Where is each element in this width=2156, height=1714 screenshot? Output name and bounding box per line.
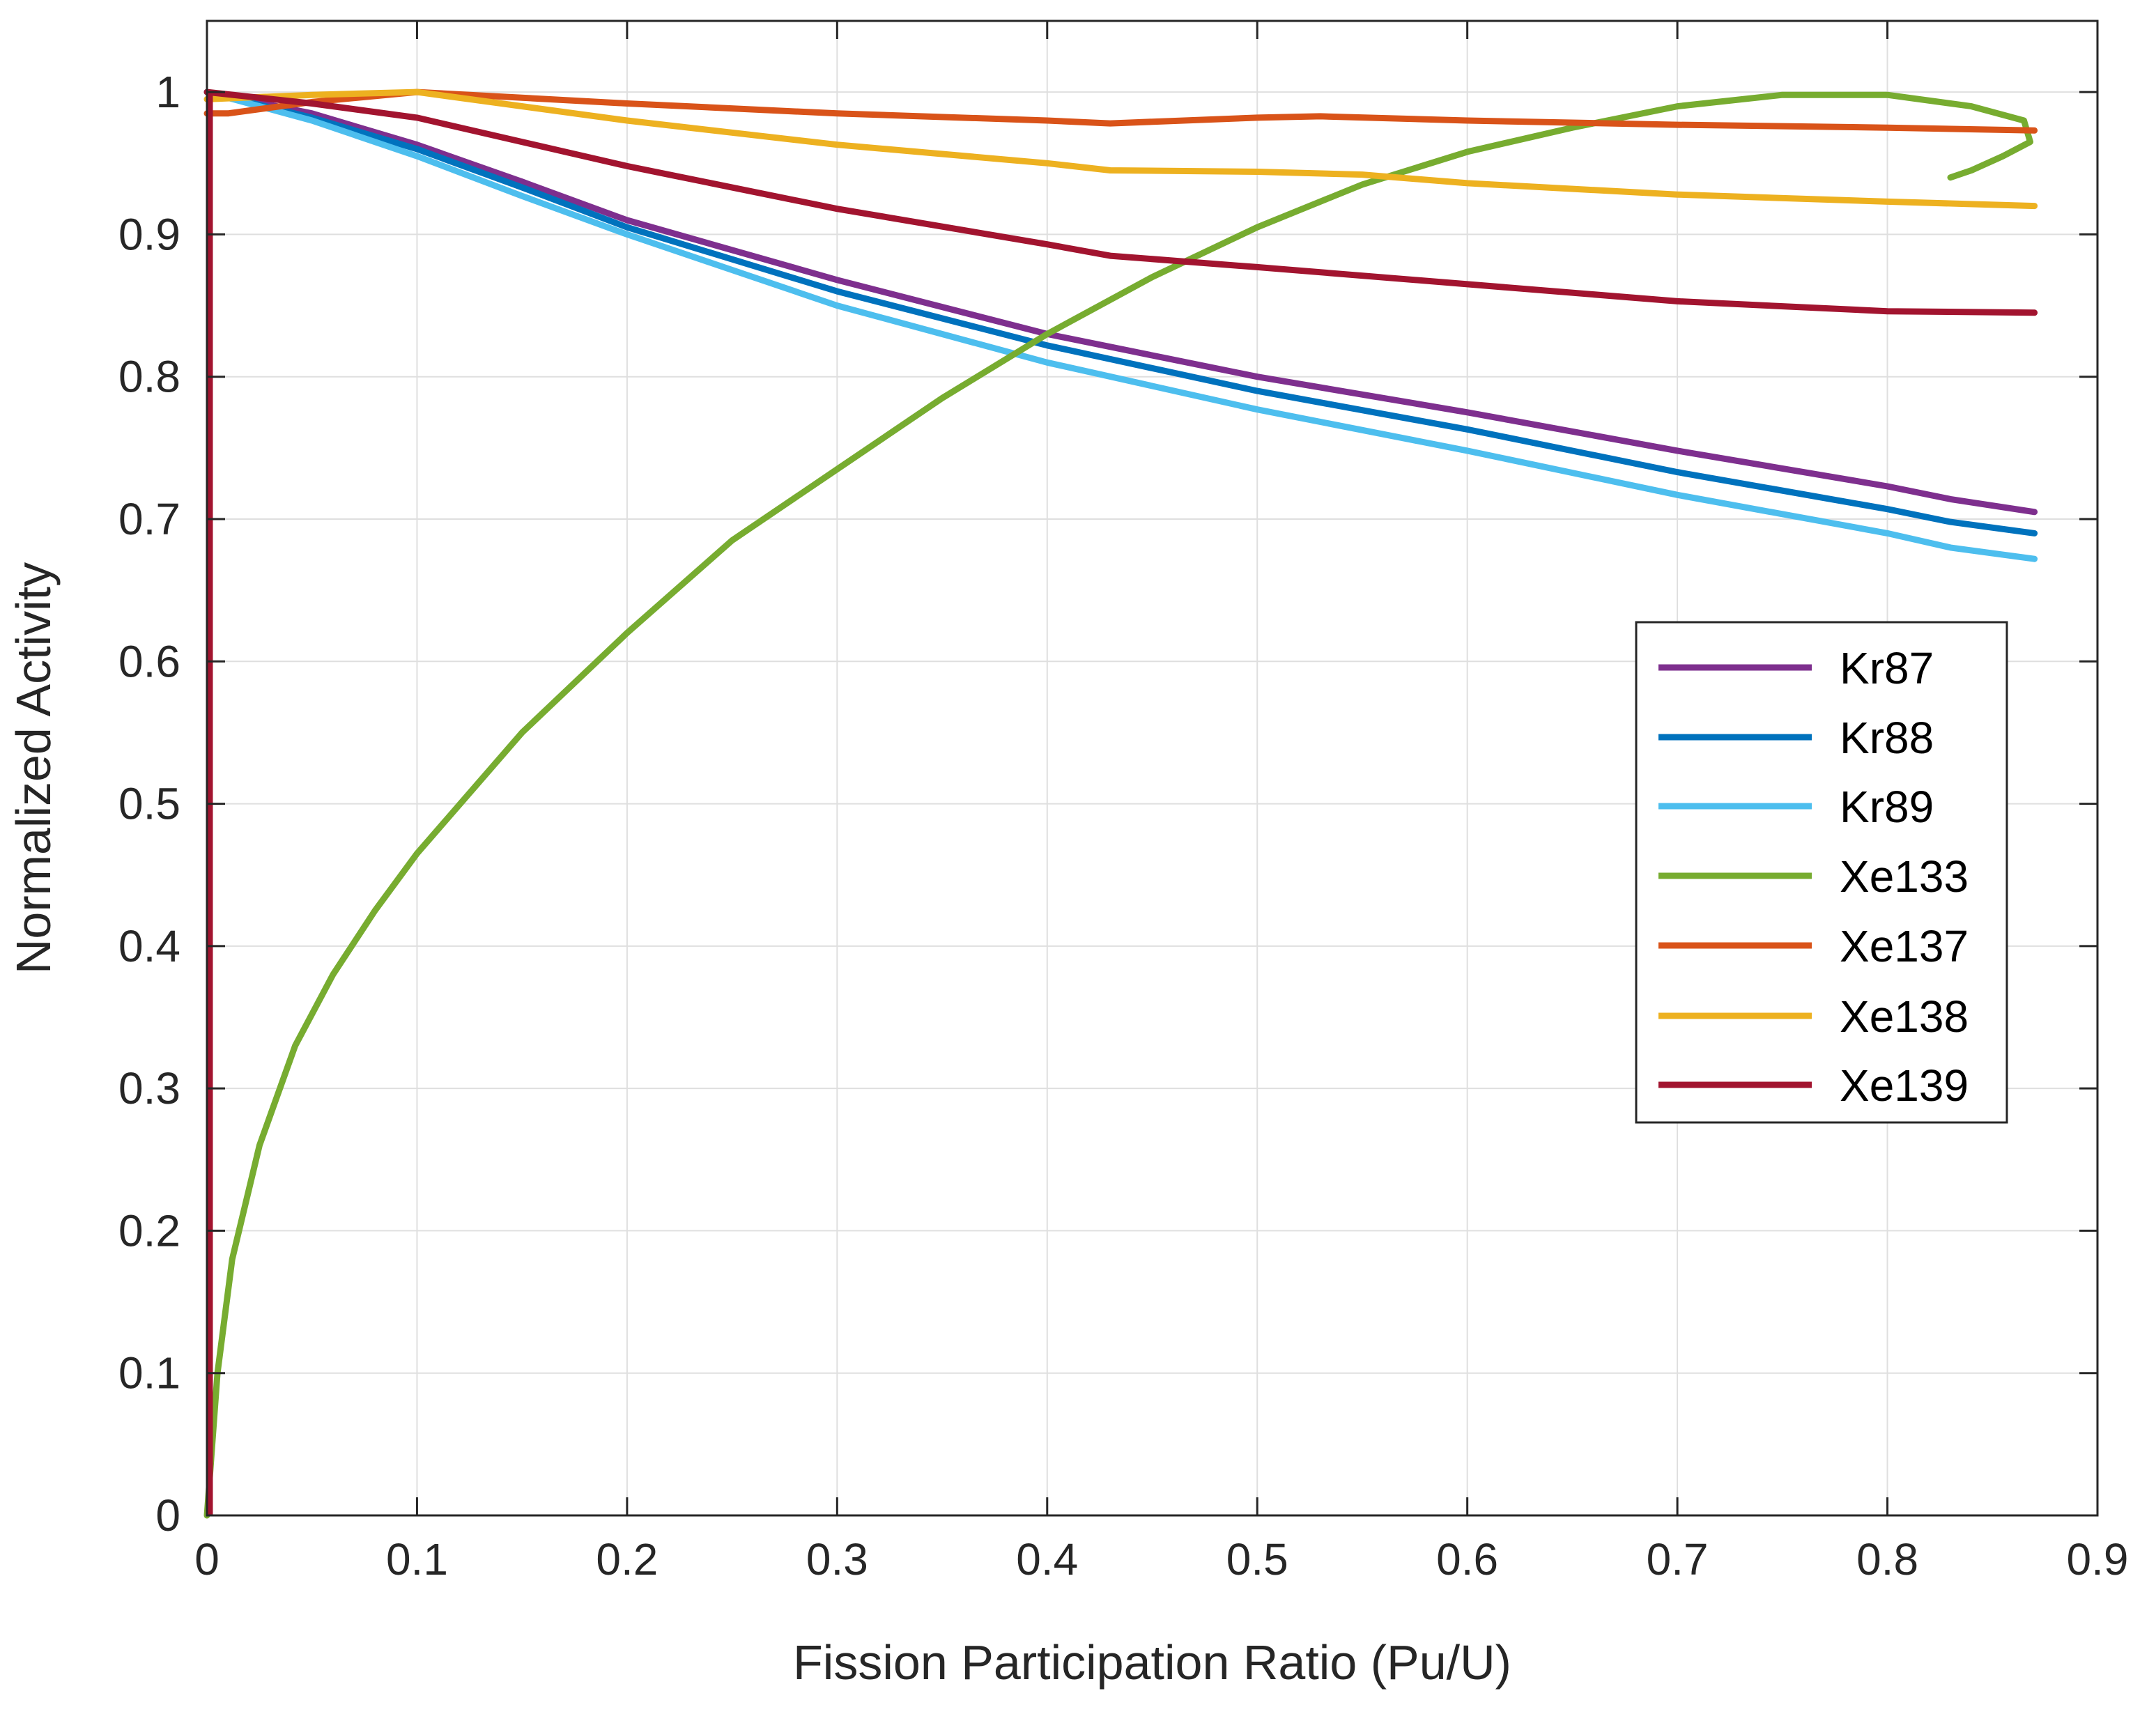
y-axis-title: Normalized Activity <box>6 562 61 974</box>
legend-label-kr87: Kr87 <box>1840 643 1934 693</box>
legend-label-xe133: Xe133 <box>1840 851 1969 902</box>
y-tick-label: 0.7 <box>118 494 180 544</box>
y-tick-label: 0.4 <box>118 921 180 971</box>
x-tick-label: 0.3 <box>806 1534 868 1584</box>
legend-label-xe137: Xe137 <box>1840 921 1969 971</box>
y-tick-label: 0 <box>155 1490 180 1541</box>
y-tick-label: 1 <box>155 67 180 117</box>
y-tick-label: 0.9 <box>118 209 180 259</box>
x-tick-label: 0.8 <box>1856 1534 1918 1584</box>
series-line-kr88 <box>203 88 2038 536</box>
series-line-kr89 <box>203 88 2038 562</box>
x-tick-label: 0.4 <box>1016 1534 1078 1584</box>
legend-label-xe138: Xe138 <box>1840 991 1969 1042</box>
axes-box <box>206 20 2099 1517</box>
y-tick-label: 0.5 <box>118 779 180 829</box>
x-tick-label: 0.1 <box>386 1534 448 1584</box>
legend-label-kr89: Kr89 <box>1840 782 1934 832</box>
legend-label-kr88: Kr88 <box>1840 713 1934 763</box>
y-tick-label: 0.3 <box>118 1063 180 1113</box>
y-tick-label: 0.6 <box>118 636 180 686</box>
series-line-xe138 <box>203 88 2038 210</box>
x-tick-label: 0.6 <box>1436 1534 1498 1584</box>
legend[interactable]: Kr87 Kr88 Kr89 Xe133 Xe137 Xe138 Xe139 <box>1635 621 2008 1124</box>
legend-label-xe139: Xe139 <box>1840 1060 1969 1111</box>
x-tick-label: 0.7 <box>1647 1534 1709 1584</box>
x-tick-label: 0.5 <box>1226 1534 1288 1584</box>
y-tick-label: 0.1 <box>118 1348 180 1398</box>
axis-ticks: 0 0.1 0.2 0.3 0.4 0.5 0.6 0.7 0.8 0.9 0 0.1 0.2 0.3 0.… <box>118 21 2128 1584</box>
y-tick-label: 0.8 <box>118 352 180 402</box>
x-tick-label: 0.9 <box>2067 1534 2129 1584</box>
series-line-xe133 <box>203 91 2033 1519</box>
plot-area <box>203 88 2038 1519</box>
legend-box <box>1635 621 2008 1124</box>
series-line-xe137 <box>203 88 2038 134</box>
y-tick-label: 0.2 <box>118 1205 180 1256</box>
x-tick-label: 0.2 <box>596 1534 658 1584</box>
x-axis-title: Fission Participation Ratio (Pu/U) <box>793 1635 1511 1690</box>
x-tick-label: 0 <box>194 1534 220 1584</box>
series-line-xe139 <box>203 88 2038 316</box>
